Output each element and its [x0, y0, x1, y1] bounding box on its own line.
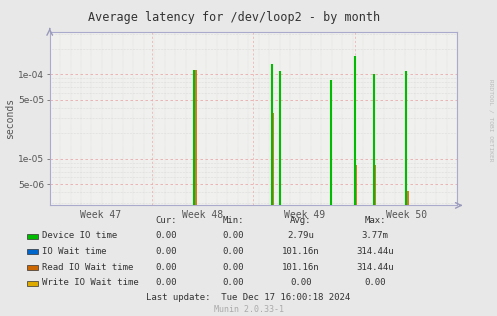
Text: 0.00: 0.00	[223, 231, 245, 240]
Text: Average latency for /dev/loop2 - by month: Average latency for /dev/loop2 - by mont…	[87, 11, 380, 24]
Text: 0.00: 0.00	[290, 278, 312, 287]
Text: RRDTOOL / TOBI OETIKER: RRDTOOL / TOBI OETIKER	[489, 79, 494, 161]
Text: Device IO time: Device IO time	[42, 231, 117, 240]
Text: Read IO Wait time: Read IO Wait time	[42, 263, 134, 271]
Text: Max:: Max:	[364, 216, 386, 225]
Text: 0.00: 0.00	[156, 278, 177, 287]
Text: 0.00: 0.00	[156, 247, 177, 256]
Text: 101.16n: 101.16n	[282, 263, 320, 271]
Text: 2.79u: 2.79u	[287, 231, 314, 240]
Text: 314.44u: 314.44u	[356, 263, 394, 271]
Text: 0.00: 0.00	[156, 263, 177, 271]
Y-axis label: seconds: seconds	[5, 98, 15, 139]
Text: Avg:: Avg:	[290, 216, 312, 225]
Text: 3.77m: 3.77m	[362, 231, 389, 240]
Text: 101.16n: 101.16n	[282, 247, 320, 256]
Text: 314.44u: 314.44u	[356, 247, 394, 256]
Text: Cur:: Cur:	[156, 216, 177, 225]
Text: IO Wait time: IO Wait time	[42, 247, 107, 256]
Text: 0.00: 0.00	[223, 247, 245, 256]
Text: 0.00: 0.00	[223, 278, 245, 287]
Text: Write IO Wait time: Write IO Wait time	[42, 278, 139, 287]
Text: 0.00: 0.00	[156, 231, 177, 240]
Text: Munin 2.0.33-1: Munin 2.0.33-1	[214, 305, 283, 313]
Text: Last update:  Tue Dec 17 16:00:18 2024: Last update: Tue Dec 17 16:00:18 2024	[147, 293, 350, 302]
Text: Min:: Min:	[223, 216, 245, 225]
Text: 0.00: 0.00	[223, 263, 245, 271]
Text: 0.00: 0.00	[364, 278, 386, 287]
